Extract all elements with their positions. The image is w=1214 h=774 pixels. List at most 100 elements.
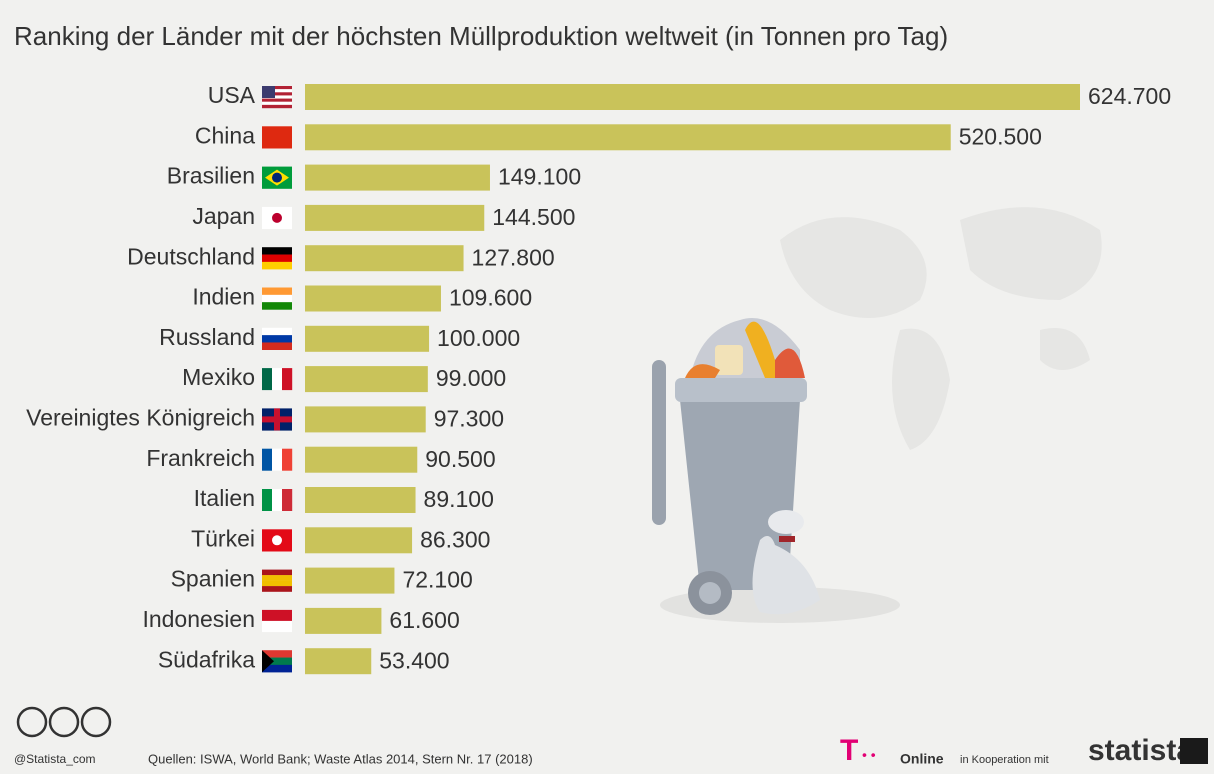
chart-title: Ranking der Länder mit der höchsten Müll… — [14, 21, 948, 51]
flag-stripe — [262, 620, 292, 633]
flag-detail — [272, 535, 282, 546]
flag-stripe — [262, 609, 292, 622]
flag-stripe — [262, 92, 292, 96]
flag-stripe — [282, 489, 293, 511]
flag-stripe — [262, 586, 292, 592]
flag-stripe — [262, 657, 292, 666]
category-label: Vereinigtes Königreich — [26, 404, 255, 430]
flag — [262, 247, 292, 270]
flag — [262, 529, 292, 552]
flag — [262, 368, 293, 391]
bar — [305, 567, 395, 594]
category-label: Mexiko — [182, 364, 255, 390]
flag-stripe — [272, 448, 283, 471]
value-label: 97.300 — [434, 405, 504, 431]
cooperation: in Kooperation mit — [960, 754, 1049, 766]
flag — [262, 287, 292, 310]
flag-detail — [262, 650, 274, 673]
flag — [262, 327, 292, 350]
flag-stripe — [262, 580, 292, 587]
flag-detail — [262, 86, 275, 98]
brand: statista — [1088, 734, 1193, 767]
flag-detail — [262, 416, 292, 423]
flag-stripe — [262, 294, 292, 303]
bar — [305, 84, 1080, 110]
bar — [305, 164, 490, 191]
bar — [305, 325, 430, 352]
flag-stripe — [262, 126, 292, 149]
bar — [305, 527, 413, 554]
flag — [262, 489, 293, 511]
credit: @Statista_com — [14, 752, 96, 766]
category-label: USA — [208, 82, 256, 108]
value-label: 624.700 — [1088, 83, 1171, 109]
value-label: 89.100 — [424, 486, 494, 512]
trash-bin-illustration — [652, 318, 900, 623]
value-label: 90.500 — [425, 446, 495, 472]
flag-stripe — [262, 302, 292, 310]
flag-stripe — [282, 368, 293, 391]
flag-stripe — [262, 650, 292, 658]
value-label: 127.800 — [472, 244, 555, 270]
flag-stripe — [262, 261, 292, 270]
t-logo: T — [840, 734, 858, 767]
bar — [305, 487, 416, 513]
bar — [305, 204, 485, 231]
flag-stripe — [262, 86, 292, 90]
bar — [305, 124, 951, 151]
flag-stripe — [272, 489, 283, 511]
category-label: China — [195, 122, 255, 148]
value-label: 149.100 — [498, 164, 581, 190]
source: Quellen: ISWA, World Bank; Waste Atlas 2… — [148, 751, 533, 766]
world-map — [780, 207, 1102, 450]
value-label: 520.500 — [959, 123, 1042, 149]
flag-stripe — [262, 327, 292, 336]
value-label: 100.000 — [437, 325, 520, 351]
bar — [305, 285, 441, 312]
flag — [262, 609, 292, 633]
bar — [305, 446, 418, 473]
flag — [262, 650, 292, 673]
flag-stripe — [262, 89, 292, 93]
flag-stripe — [262, 342, 292, 350]
brand-icon — [1180, 738, 1208, 764]
category-label: Italien — [194, 485, 255, 511]
value-label: 109.600 — [449, 285, 532, 311]
bar — [305, 366, 428, 393]
bar — [305, 648, 372, 675]
bar — [305, 607, 382, 634]
flag — [262, 166, 292, 189]
flag-stripe — [262, 247, 292, 255]
flag — [262, 408, 292, 431]
flag-stripe — [262, 335, 292, 343]
value-label: 86.300 — [420, 526, 490, 552]
value-label: 144.500 — [492, 204, 575, 230]
category-label: Spanien — [171, 566, 255, 592]
flag-detail — [272, 172, 282, 183]
bars-group: USA 624.700 China 520.500 Brasilien 149.100 Ja… — [26, 82, 1171, 675]
category-label: Südafrika — [158, 646, 255, 672]
flag — [262, 448, 293, 471]
category-label: Russland — [159, 324, 255, 350]
flag — [262, 206, 292, 230]
flag — [262, 569, 292, 592]
flag-stripe — [262, 104, 292, 109]
bar — [305, 245, 464, 272]
partner: Online — [900, 751, 944, 767]
flag-stripe — [262, 489, 273, 511]
flag-stripe — [282, 448, 293, 471]
value-label: 61.600 — [389, 607, 459, 633]
flag-stripe — [262, 664, 292, 673]
category-label: Deutschland — [127, 243, 255, 269]
flag — [262, 86, 292, 109]
flag-stripe — [262, 101, 292, 106]
t-dots: • • — [862, 747, 876, 763]
bar — [305, 406, 426, 433]
category-label: Indonesien — [142, 606, 255, 632]
flag-stripe — [262, 569, 292, 576]
category-label: Japan — [192, 203, 255, 229]
flag-stripe — [262, 287, 292, 296]
flag-stripe — [262, 368, 273, 391]
flag-stripe — [262, 254, 292, 263]
